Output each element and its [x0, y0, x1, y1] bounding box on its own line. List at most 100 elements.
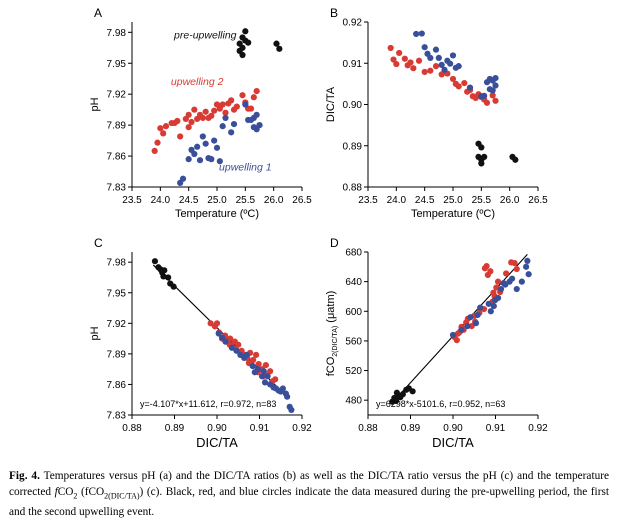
data-point — [410, 65, 417, 72]
data-point — [464, 322, 471, 330]
data-point — [492, 75, 499, 82]
x-tick-label: 0.92 — [528, 423, 548, 434]
data-point — [185, 111, 192, 118]
data-point — [157, 125, 164, 132]
data-point — [235, 341, 242, 348]
data-point — [427, 67, 434, 74]
x-tick-label: 0.91 — [250, 423, 270, 434]
y-tick-label: 7.83 — [107, 411, 127, 422]
data-point — [492, 97, 499, 104]
data-point — [432, 63, 440, 70]
y-tick-label: 7.98 — [107, 28, 127, 39]
data-point — [513, 285, 520, 293]
data-point — [219, 334, 226, 341]
data-point — [483, 99, 491, 106]
data-point — [215, 330, 222, 337]
data-point — [202, 140, 209, 147]
data-point — [194, 143, 201, 150]
y-tick-label: 680 — [345, 248, 362, 259]
data-point — [216, 158, 223, 165]
data-point — [497, 285, 505, 293]
data-point — [273, 40, 280, 47]
data-point — [247, 105, 255, 112]
x-tick-label: 25.0 — [443, 195, 463, 206]
y-tick-label: 7.89 — [107, 121, 127, 132]
data-point — [421, 44, 428, 51]
data-point — [151, 147, 158, 155]
y-tick-label: 560 — [345, 336, 362, 347]
panel-d: 0.88 0.89 0.90 0.91 0.92 480 520 560 600 640 680 D D… — [325, 236, 548, 450]
data-point — [242, 101, 249, 108]
data-point — [219, 101, 226, 108]
data-point — [253, 351, 260, 358]
y-tick-label: 520 — [345, 366, 362, 377]
data-point — [399, 391, 406, 398]
data-point — [447, 60, 454, 67]
data-point — [174, 117, 181, 125]
y-axis-label: pH — [89, 97, 101, 111]
data-point — [481, 92, 488, 99]
data-point — [199, 114, 206, 122]
data-point — [233, 347, 240, 354]
y-tick-label: 7.98 — [107, 258, 127, 269]
y-tick-label: 7.95 — [107, 59, 127, 70]
data-point — [191, 106, 198, 113]
data-point — [524, 257, 531, 264]
data-point — [525, 271, 532, 278]
data-point — [401, 55, 408, 62]
data-point — [490, 302, 497, 310]
x-tick-label: 0.92 — [292, 423, 312, 434]
x-tick-label: 0.89 — [401, 423, 421, 434]
data-point — [222, 114, 229, 122]
data-point — [261, 379, 269, 386]
data-point — [276, 45, 283, 52]
x-tick-label: 26.5 — [292, 195, 312, 206]
data-point — [161, 267, 168, 274]
x-axis-label: Temperature (ºC) — [411, 208, 495, 220]
y-axis-label: fCO2(DIC/TA) (μatm) — [325, 291, 339, 377]
data-point — [392, 397, 400, 405]
y-tick-label: 0.89 — [343, 141, 363, 152]
x-tick-label: 0.90 — [443, 423, 463, 434]
data-point — [492, 82, 499, 89]
data-point — [449, 52, 457, 59]
caption-paren-sub: 2(DIC/TA) — [104, 491, 140, 501]
data-point — [185, 124, 192, 131]
y-tick-label: 0.88 — [343, 183, 363, 194]
data-point — [254, 366, 261, 373]
data-point — [478, 160, 485, 167]
data-point — [518, 278, 525, 285]
data-point — [211, 137, 218, 144]
x-tick-label: 25.0 — [207, 195, 227, 206]
data-point — [211, 107, 218, 114]
data-point — [487, 268, 494, 275]
x-tick-label: 26.5 — [528, 195, 548, 206]
data-point — [455, 83, 462, 90]
data-point — [487, 308, 494, 315]
data-point — [188, 118, 195, 126]
series-up2 — [387, 44, 499, 106]
data-point — [493, 284, 500, 291]
data-point — [230, 120, 238, 128]
data-point — [427, 54, 434, 61]
data-point — [202, 108, 209, 115]
data-point — [228, 344, 235, 351]
series-pre — [389, 385, 416, 405]
data-point — [489, 92, 496, 99]
y-tick-label: 7.95 — [107, 288, 127, 299]
x-tick-label: 0.90 — [207, 423, 227, 434]
y-tick-label: 7.83 — [107, 183, 127, 194]
data-point — [455, 63, 462, 70]
y-axis-label: pH — [89, 326, 101, 340]
data-point — [262, 361, 269, 369]
data-point — [512, 156, 519, 163]
data-point — [438, 71, 445, 78]
data-point — [494, 294, 502, 302]
data-point — [508, 275, 516, 282]
panel-b: 23.5 24.0 24.5 25.0 25.5 26.0 26.5 0.88 0.89 0.90… — [325, 6, 548, 220]
data-point — [279, 385, 286, 392]
x-tick-label: 24.5 — [179, 195, 199, 206]
x-axis-label: DIC/TA — [432, 435, 474, 450]
x-tick-label: 0.88 — [358, 423, 378, 434]
data-point — [179, 175, 187, 182]
